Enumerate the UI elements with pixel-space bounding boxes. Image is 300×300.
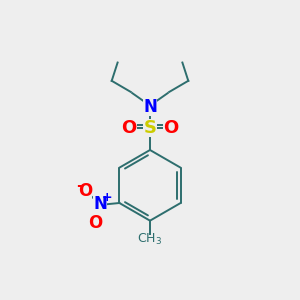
Text: CH$_3$: CH$_3$ (137, 232, 163, 248)
Text: O: O (121, 119, 136, 137)
Text: O: O (164, 119, 179, 137)
Text: O: O (88, 214, 102, 232)
Text: -: - (76, 178, 83, 194)
Text: S: S (143, 119, 157, 137)
Text: N: N (93, 196, 107, 214)
Text: +: + (101, 191, 112, 205)
Text: O: O (78, 182, 92, 200)
Text: N: N (143, 98, 157, 116)
